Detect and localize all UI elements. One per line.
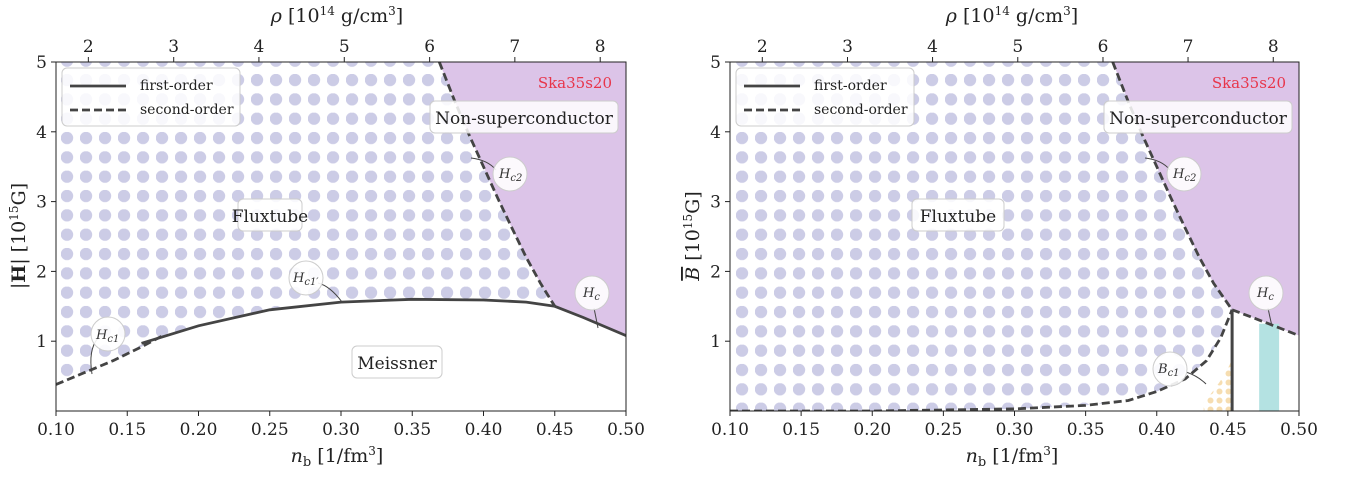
top-tick-label: 3 bbox=[842, 37, 853, 57]
x-tick-label: 0.35 bbox=[393, 420, 431, 440]
top-tick-label: 7 bbox=[509, 37, 520, 57]
hc1p-curve bbox=[141, 297, 556, 345]
top-tick-label: 8 bbox=[1268, 37, 1279, 57]
hc-annotation: Hc bbox=[1248, 275, 1284, 327]
hc2-annotation: Hc2 bbox=[1144, 156, 1202, 192]
y-tick-label: 2 bbox=[710, 262, 721, 282]
legend-first-order: first-order bbox=[140, 78, 213, 94]
x-tick-label: 0.50 bbox=[607, 420, 645, 440]
dotted-band bbox=[1203, 358, 1233, 411]
hc-annotation: Hc bbox=[574, 275, 610, 329]
top-tick-label: 6 bbox=[424, 37, 435, 57]
x-tick-label: 0.20 bbox=[853, 420, 891, 440]
legend: first-order second-order bbox=[61, 67, 241, 127]
y-axis-label: |H| [1015G] bbox=[7, 183, 30, 289]
hc-curve bbox=[1231, 308, 1299, 337]
top-tick-label: 2 bbox=[83, 37, 94, 57]
hc2-annotation: Hc2 bbox=[470, 156, 528, 192]
y-tick-label: 4 bbox=[36, 123, 47, 143]
nonsc-label: Non-superconductor bbox=[1109, 109, 1288, 129]
x-axis-label: nb [1/fm3] bbox=[966, 444, 1059, 470]
y-tick-label: 5 bbox=[36, 53, 47, 73]
top-tick-label: 7 bbox=[1183, 37, 1194, 57]
bc1-annotation: Bc1 bbox=[1152, 351, 1207, 387]
x-tick-label: 0.10 bbox=[711, 420, 749, 440]
fluxtube-label: Fluxtube bbox=[920, 207, 997, 227]
y-tick-label: 1 bbox=[710, 332, 721, 352]
bc1-curve bbox=[730, 309, 1234, 411]
y-tick-label: 1 bbox=[36, 332, 47, 352]
fluxtube-label: Fluxtube bbox=[232, 207, 309, 227]
x-axis-label: nb [1/fm3] bbox=[291, 444, 384, 470]
legend-second-order: second-order bbox=[140, 102, 234, 118]
x-tick-label: 0.35 bbox=[1067, 420, 1105, 440]
y-tick-label: 3 bbox=[36, 193, 47, 213]
right-panel: first-order second-order Ska35s20 Non-su… bbox=[681, 4, 1318, 470]
top-tick-label: 4 bbox=[254, 37, 265, 57]
hc1p-annotation: Hc1′ bbox=[288, 260, 343, 303]
top-axis-label: ρ [1014 g/cm3] bbox=[270, 4, 403, 27]
left-panel: first-order second-order Ska35s20 Non-su… bbox=[7, 4, 645, 470]
x-tick-label: 0.30 bbox=[322, 420, 360, 440]
x-tick-label: 0.15 bbox=[108, 420, 146, 440]
x-tick-label: 0.40 bbox=[1138, 420, 1176, 440]
x-tick-label: 0.45 bbox=[536, 420, 574, 440]
top-tick-label: 6 bbox=[1098, 37, 1109, 57]
meissner-label: Meissner bbox=[357, 354, 437, 374]
y-tick-label: 3 bbox=[710, 193, 721, 213]
top-tick-label: 8 bbox=[595, 37, 606, 57]
solid-band bbox=[1259, 323, 1280, 411]
legend-first-order: first-order bbox=[814, 78, 887, 94]
fluxtube-region bbox=[56, 62, 555, 385]
top-tick-label: 4 bbox=[927, 37, 938, 57]
top-axis-label: ρ [1014 g/cm3] bbox=[945, 4, 1078, 27]
model-label: Ska35s20 bbox=[538, 74, 612, 92]
x-tick-label: 0.50 bbox=[1280, 420, 1318, 440]
y-tick-label: 5 bbox=[710, 53, 721, 73]
y-tick-label: 4 bbox=[710, 123, 721, 143]
top-tick-label: 3 bbox=[168, 37, 179, 57]
x-tick-label: 0.25 bbox=[924, 420, 962, 440]
model-label: Ska35s20 bbox=[1212, 74, 1286, 92]
x-tick-label: 0.45 bbox=[1209, 420, 1247, 440]
legend: first-order second-order bbox=[735, 67, 915, 127]
x-tick-label: 0.20 bbox=[180, 420, 218, 440]
top-tick-label: 5 bbox=[339, 37, 350, 57]
left-ticks: 0.10 0.15 0.20 0.25 0.30 0.35 0.40 0.45 0.50 1 2 3 4… bbox=[36, 37, 645, 440]
x-tick-label: 0.15 bbox=[782, 420, 820, 440]
x-tick-label: 0.30 bbox=[996, 420, 1034, 440]
top-tick-label: 2 bbox=[757, 37, 768, 57]
x-tick-label: 0.40 bbox=[465, 420, 503, 440]
x-tick-label: 0.10 bbox=[37, 420, 75, 440]
hc-curve bbox=[554, 304, 626, 337]
x-tick-label: 0.25 bbox=[251, 420, 289, 440]
hc1-annotation: Hc1 bbox=[90, 316, 126, 375]
y-tick-label: 2 bbox=[36, 262, 47, 282]
nonsc-label: Non-superconductor bbox=[435, 109, 614, 129]
right-ticks: 0.10 0.15 0.20 0.25 0.30 0.35 0.40 0.45 0.50 1 2 3 4… bbox=[710, 37, 1318, 440]
legend-second-order: second-order bbox=[814, 102, 908, 118]
fluxtube-region bbox=[730, 62, 1233, 411]
top-tick-label: 5 bbox=[1012, 37, 1023, 57]
hc1-curve bbox=[56, 334, 164, 386]
y-axis-label: B [1015G] bbox=[681, 191, 704, 281]
